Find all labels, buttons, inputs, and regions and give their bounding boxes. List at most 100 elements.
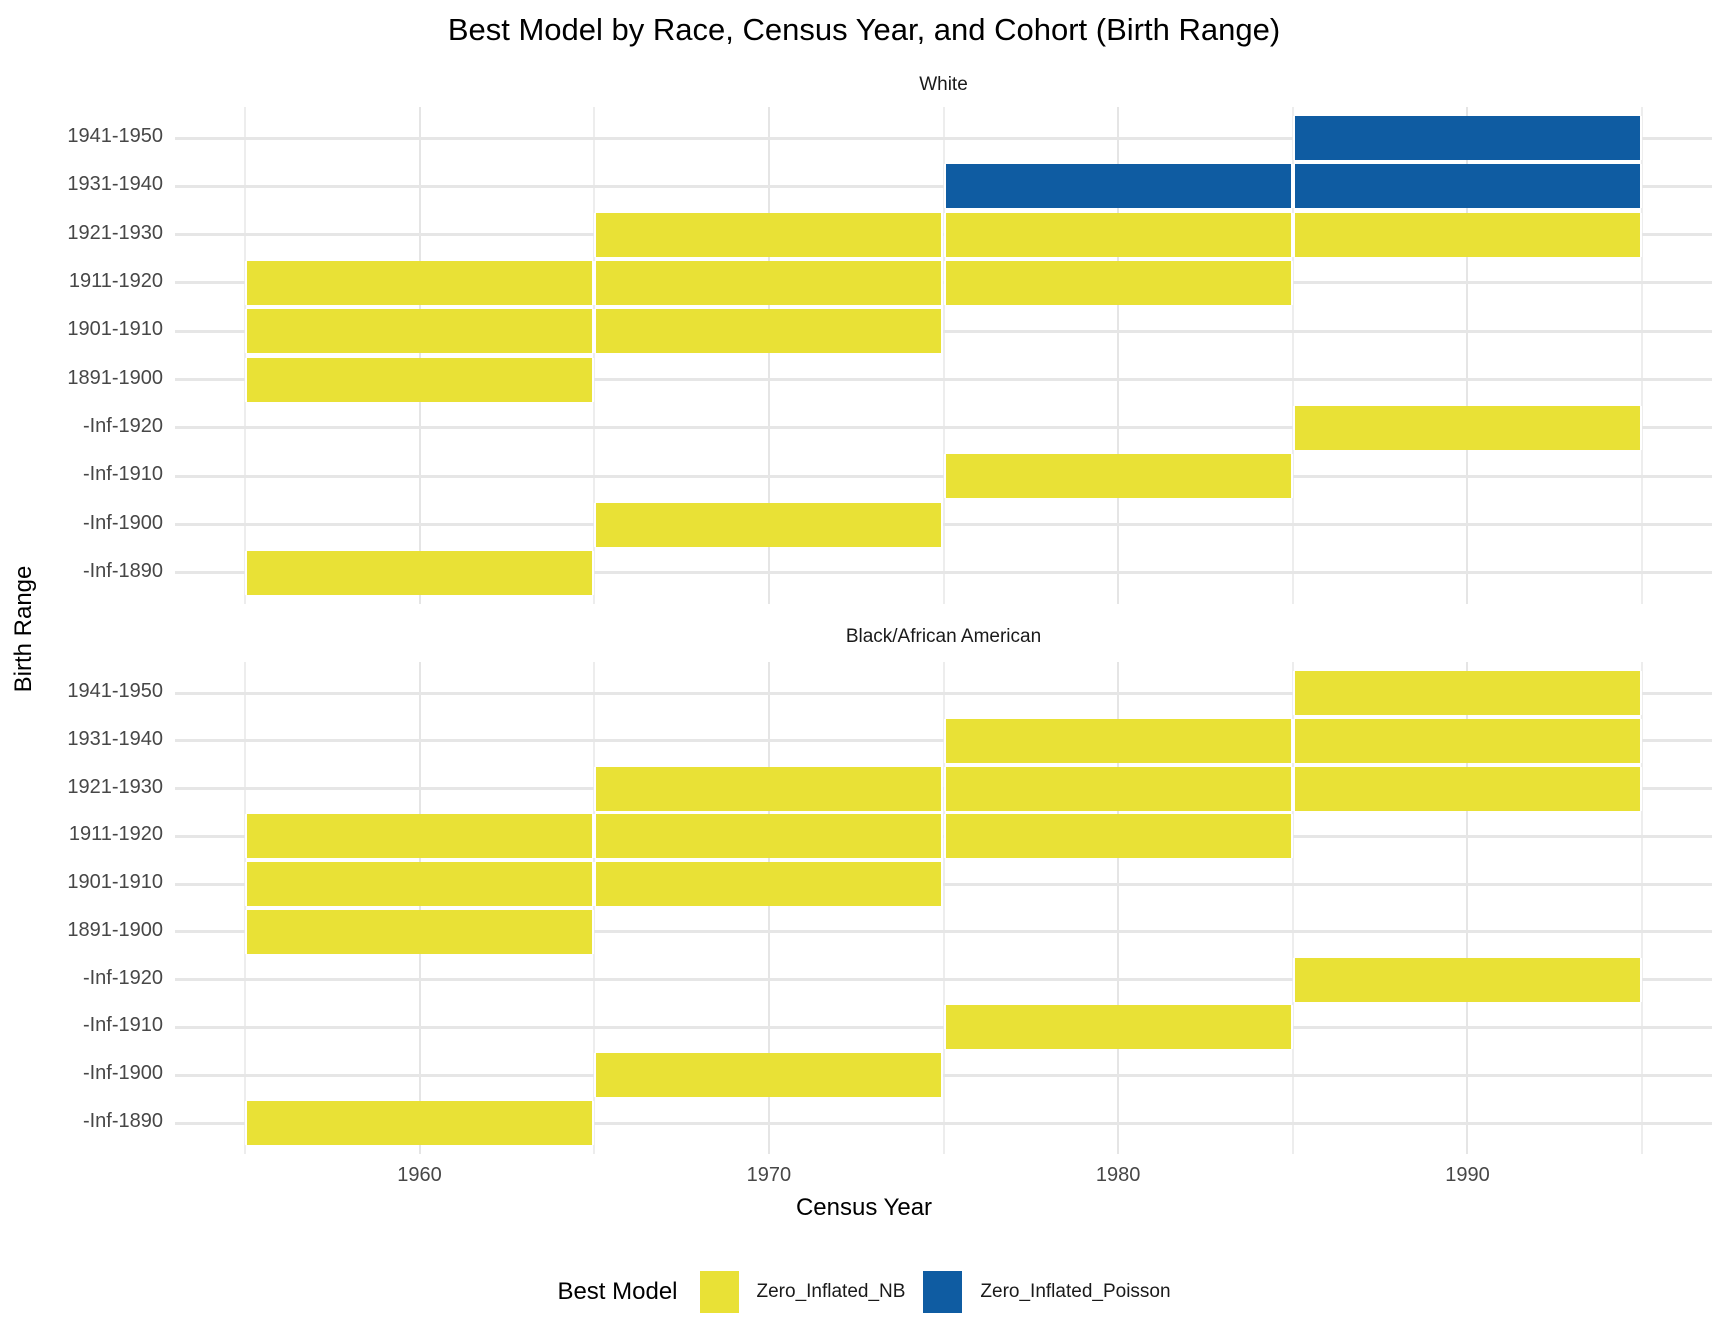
legend-swatch-zero-inflated-nb-icon: [699, 1271, 739, 1313]
gridline-row: [175, 571, 1712, 575]
facet-strip-label: Black/African American: [845, 626, 1042, 647]
gridline-major: [767, 662, 770, 1155]
model-tile: [594, 862, 944, 907]
model-tile: [1292, 718, 1643, 763]
y-axis-tick-label: 1931-1940: [67, 727, 163, 750]
model-tile: [244, 357, 595, 402]
model-tile: [1292, 212, 1643, 257]
y-axis-tick-label: 1921-1930: [67, 775, 163, 798]
facet-strip-label: White: [919, 74, 968, 95]
model-tile: [1292, 957, 1643, 1002]
model-tile: [244, 909, 595, 954]
gridline-row: [175, 978, 1712, 982]
legend-label-zero-inflated-nb: Zero_Inflated_NB: [756, 1281, 906, 1302]
model-tile: [1292, 405, 1643, 450]
x-axis-tick-label: 1980: [1095, 1164, 1141, 1186]
y-axis-tick-label: 1891-1900: [67, 918, 163, 941]
model-tile: [943, 212, 1293, 257]
y-axis-tick-label: 1901-1910: [67, 871, 163, 894]
model-tile: [943, 814, 1293, 859]
model-tile: [943, 260, 1293, 305]
legend-item-zero-inflated-poisson: Zero_Inflated_Poisson: [923, 1271, 1171, 1313]
gridline-minor: [1291, 662, 1294, 1155]
gridline-row: [175, 691, 1712, 695]
model-tile: [1292, 766, 1643, 811]
model-tile: [244, 814, 595, 859]
gridline-minor: [593, 107, 596, 604]
model-tile: [594, 814, 944, 859]
gridline-minor: [593, 662, 596, 1155]
y-axis-tick-label: 1891-1900: [67, 366, 163, 389]
y-axis-tick-label: 1941-1950: [67, 680, 163, 702]
y-axis-tick-label: -Inf-1910: [82, 1014, 163, 1037]
model-tile: [244, 1101, 595, 1146]
y-axis-tick-label: 1911-1920: [68, 269, 163, 292]
gridline-major: [418, 662, 421, 1155]
gridline-row: [175, 426, 1712, 430]
y-axis-tick-label: 1941-1950: [67, 125, 163, 147]
gridline-row: [175, 882, 1712, 886]
gridline-major: [1466, 107, 1469, 604]
model-tile: [244, 550, 595, 595]
y-axis-tick-label: 1921-1930: [67, 221, 163, 244]
gridline-row: [175, 1121, 1712, 1125]
x-axis-tick-label: 1970: [746, 1164, 792, 1186]
legend: Best Model Zero_Inflated_NB Zero_Inflate…: [0, 1268, 1728, 1316]
gridline-major: [767, 107, 770, 604]
model-tile: [1292, 671, 1643, 715]
y-axis-tick-label: -Inf-1890: [82, 559, 163, 582]
x-axis-title: Census Year: [795, 1194, 933, 1221]
y-axis-title: Birth Range: [10, 565, 37, 693]
gridline-minor: [243, 107, 246, 604]
legend-item-zero-inflated-nb: Zero_Inflated_NB: [699, 1271, 906, 1313]
gridline-major: [1117, 662, 1120, 1155]
model-tile: [594, 309, 944, 354]
y-axis-tick-label: -Inf-1920: [82, 966, 163, 989]
chart-title: Best Model by Race, Census Year, and Coh…: [447, 12, 1281, 47]
model-tile: [594, 502, 944, 547]
facet-panel: [175, 662, 1712, 1155]
gridline-minor: [243, 662, 246, 1155]
y-axis-tick-label: -Inf-1920: [82, 414, 163, 437]
model-tile: [1292, 164, 1643, 209]
model-tile: [943, 718, 1293, 763]
model-tile: [244, 260, 595, 305]
y-axis-tick-label: -Inf-1910: [82, 463, 163, 486]
gridline-row: [175, 1073, 1712, 1077]
legend-swatch-zero-inflated-poisson-icon: [923, 1271, 963, 1313]
gridline-minor: [1641, 662, 1644, 1155]
gridline-major: [1466, 662, 1469, 1155]
model-tile: [943, 454, 1293, 499]
y-axis-tick-label: 1931-1940: [67, 173, 163, 196]
legend-label-zero-inflated-poisson: Zero_Inflated_Poisson: [980, 1281, 1171, 1302]
y-axis-tick-label: 1901-1910: [67, 318, 163, 341]
model-tile: [244, 309, 595, 354]
gridline-major: [1117, 107, 1120, 604]
gridline-minor: [1641, 107, 1644, 604]
model-tile: [943, 766, 1293, 811]
facet-panel: [175, 107, 1712, 604]
x-axis-tick-label: 1960: [397, 1164, 442, 1186]
gridline-row: [175, 136, 1712, 140]
model-tile: [244, 862, 595, 907]
model-tile: [1292, 116, 1643, 160]
model-tile: [594, 766, 944, 811]
gridline-minor: [942, 107, 945, 604]
y-axis-tick-label: 1911-1920: [68, 823, 163, 846]
y-axis-tick-label: -Inf-1900: [82, 511, 163, 534]
gridline-row: [175, 329, 1712, 333]
gridline-major: [418, 107, 421, 604]
gridline-row: [175, 930, 1712, 934]
y-axis-tick-label: -Inf-1890: [82, 1110, 163, 1133]
x-axis-tick-label: 1990: [1445, 1164, 1490, 1186]
model-tile: [594, 212, 944, 257]
gridline-minor: [942, 662, 945, 1155]
gridline-row: [175, 378, 1712, 382]
model-tile: [943, 164, 1293, 209]
model-tile: [594, 260, 944, 305]
gridline-minor: [1291, 107, 1294, 604]
model-tile: [943, 1005, 1293, 1050]
model-tile: [594, 1053, 944, 1098]
gridline-row: [175, 523, 1712, 527]
